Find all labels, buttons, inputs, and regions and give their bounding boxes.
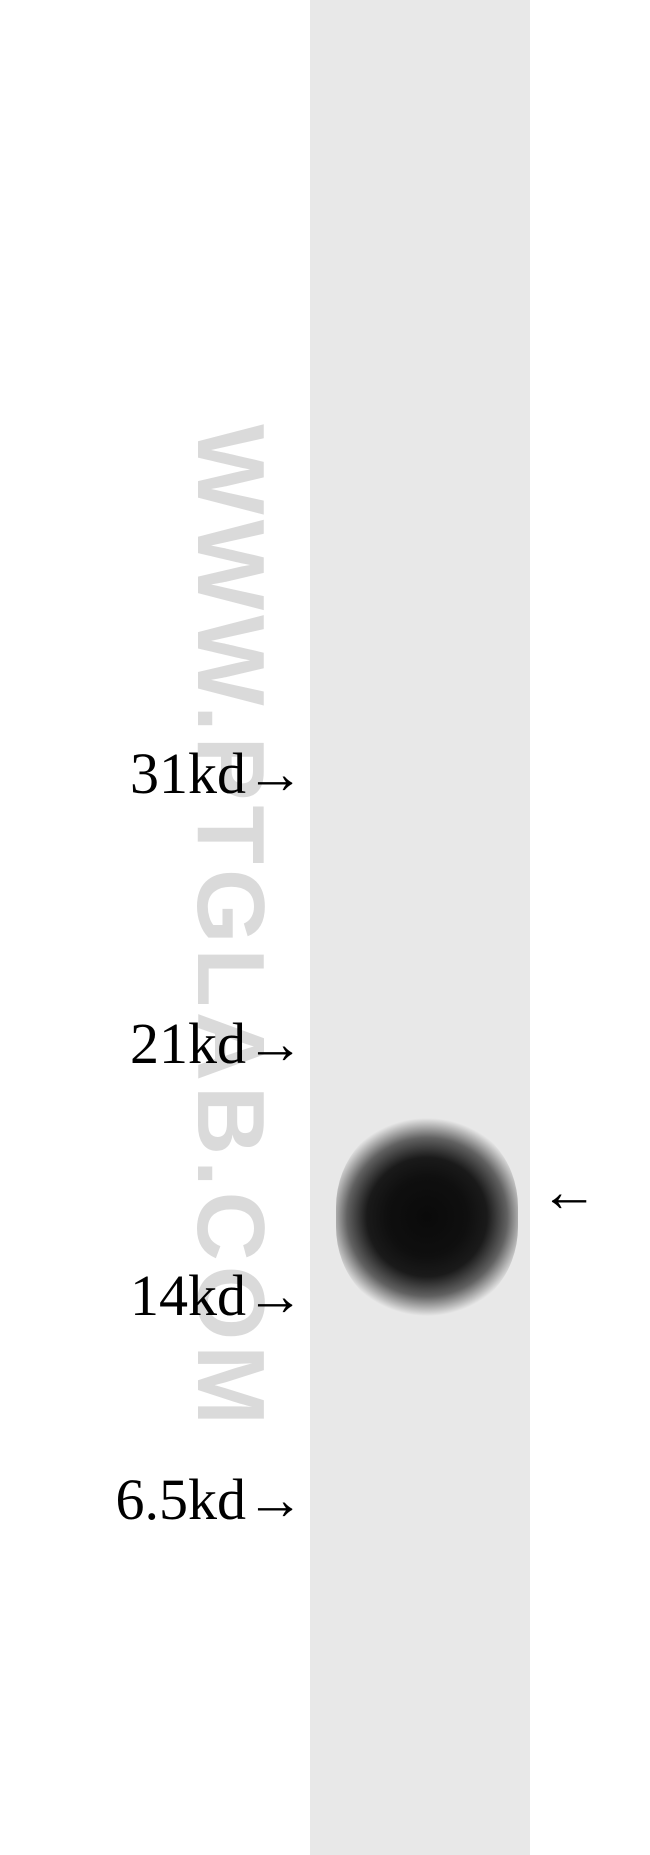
marker-6p5kd: 6.5kd→ — [116, 1466, 305, 1533]
arrow-left-icon: ← — [540, 1159, 598, 1224]
arrow-right-icon: → — [246, 1262, 304, 1329]
blot-lane-fill — [310, 0, 530, 1855]
marker-14kd: 14kd→ — [130, 1262, 304, 1329]
arrow-right-icon: → — [246, 740, 304, 807]
marker-6p5kd-text: 6.5kd — [116, 1467, 247, 1532]
arrow-right-icon: → — [246, 1466, 304, 1533]
marker-31kd-text: 31kd — [130, 741, 246, 806]
blot-lane — [310, 0, 530, 1855]
protein-band — [336, 1118, 518, 1316]
marker-31kd: 31kd→ — [130, 740, 304, 807]
marker-14kd-text: 14kd — [130, 1263, 246, 1328]
result-arrow: ← — [540, 1158, 598, 1225]
marker-21kd: 21kd→ — [130, 1010, 304, 1077]
watermark-text: WWW.PTGLAB.COM — [175, 327, 285, 1527]
marker-21kd-text: 21kd — [130, 1011, 246, 1076]
arrow-right-icon: → — [246, 1010, 304, 1077]
